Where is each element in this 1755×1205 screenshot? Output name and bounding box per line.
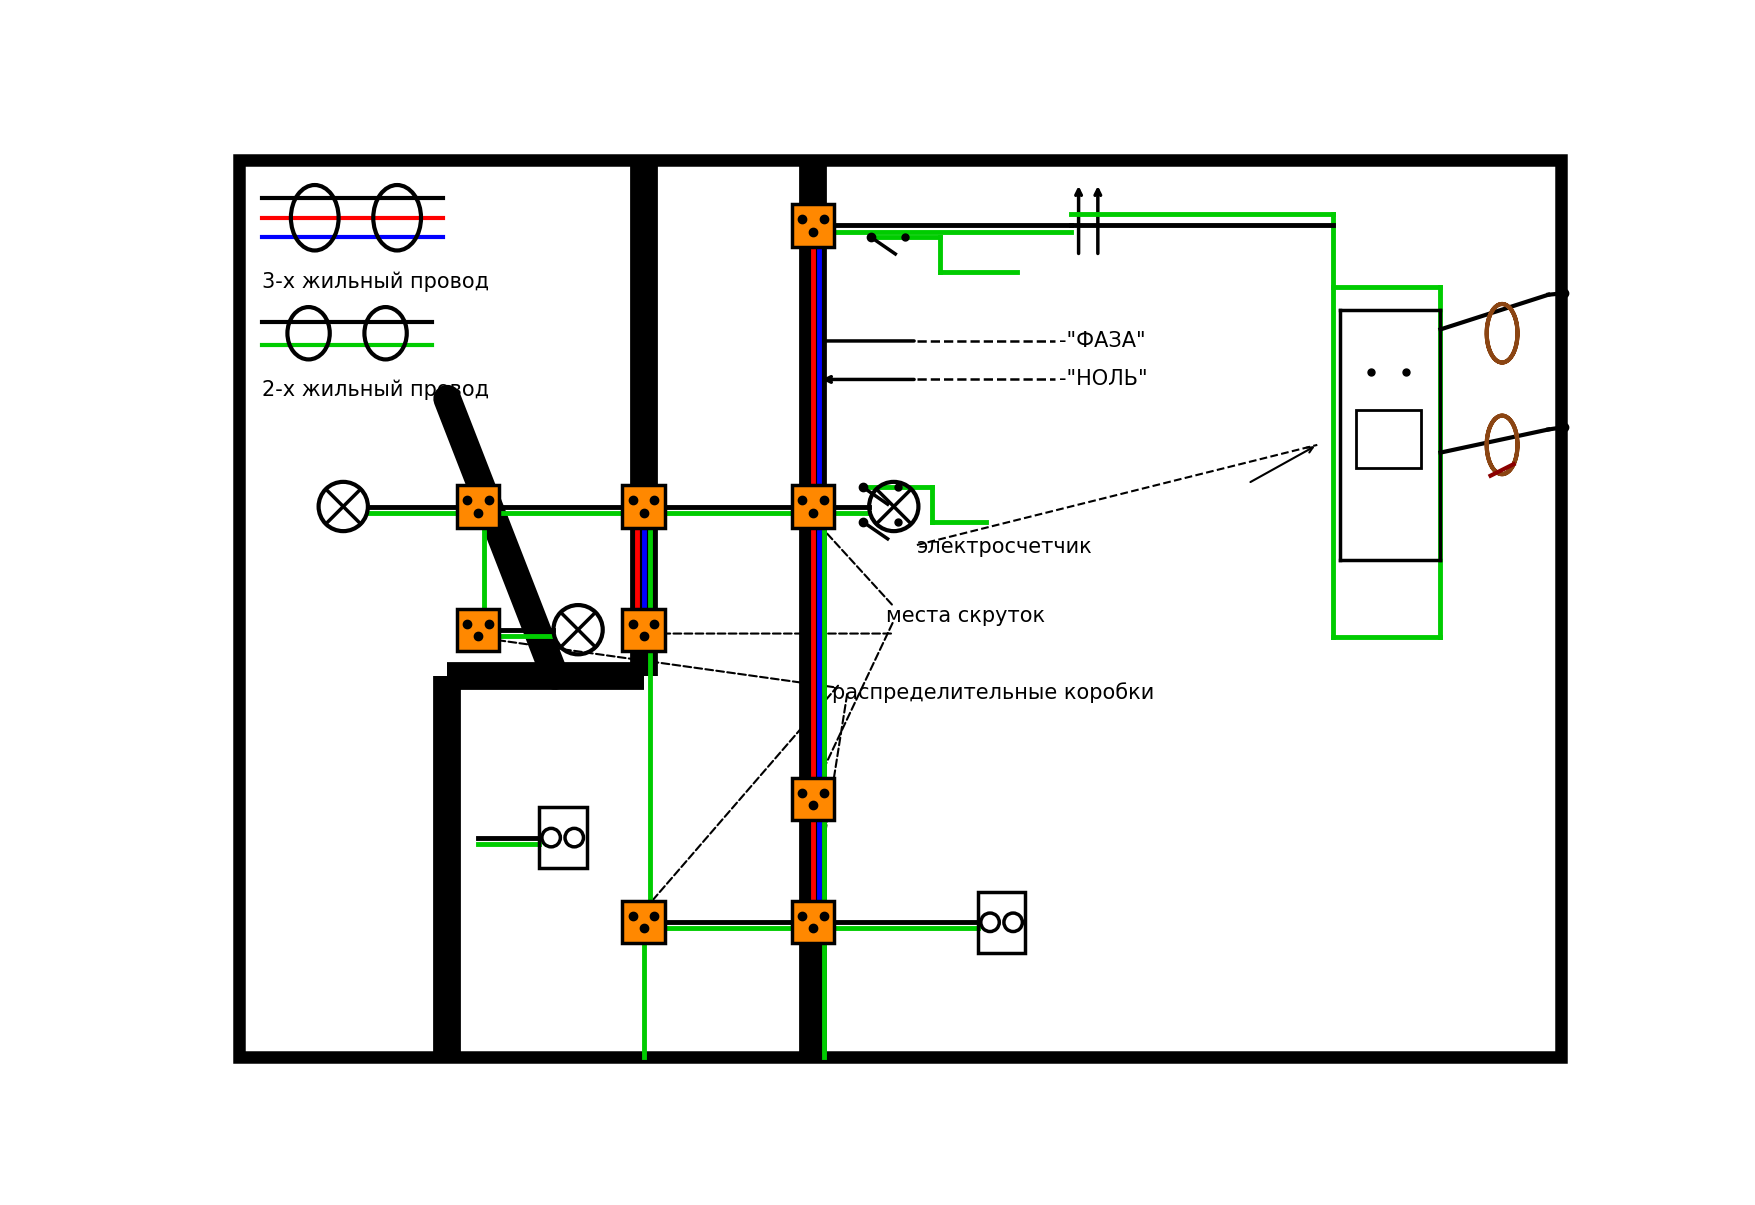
Text: 3-х жильный провод: 3-х жильный провод [261, 271, 490, 292]
Bar [1355, 410, 1420, 468]
Text: 2-х жильный провод: 2-х жильный провод [261, 380, 490, 400]
Bar [539, 807, 586, 869]
Text: -"НОЛЬ": -"НОЛЬ" [1058, 370, 1148, 389]
Bar [456, 486, 498, 528]
Text: распределительные коробки: распределительные коробки [832, 682, 1153, 703]
Bar [621, 901, 665, 944]
Text: электросчетчик: электросчетчик [916, 536, 1092, 557]
Bar [792, 205, 834, 247]
Bar [792, 778, 834, 821]
Bar [621, 609, 665, 651]
Bar [792, 901, 834, 944]
Bar [456, 609, 498, 651]
Bar [792, 486, 834, 528]
Text: -"ФАЗА": -"ФАЗА" [1058, 331, 1146, 351]
Bar [978, 892, 1025, 953]
Bar [621, 486, 665, 528]
Text: места скруток: места скруток [886, 606, 1044, 627]
